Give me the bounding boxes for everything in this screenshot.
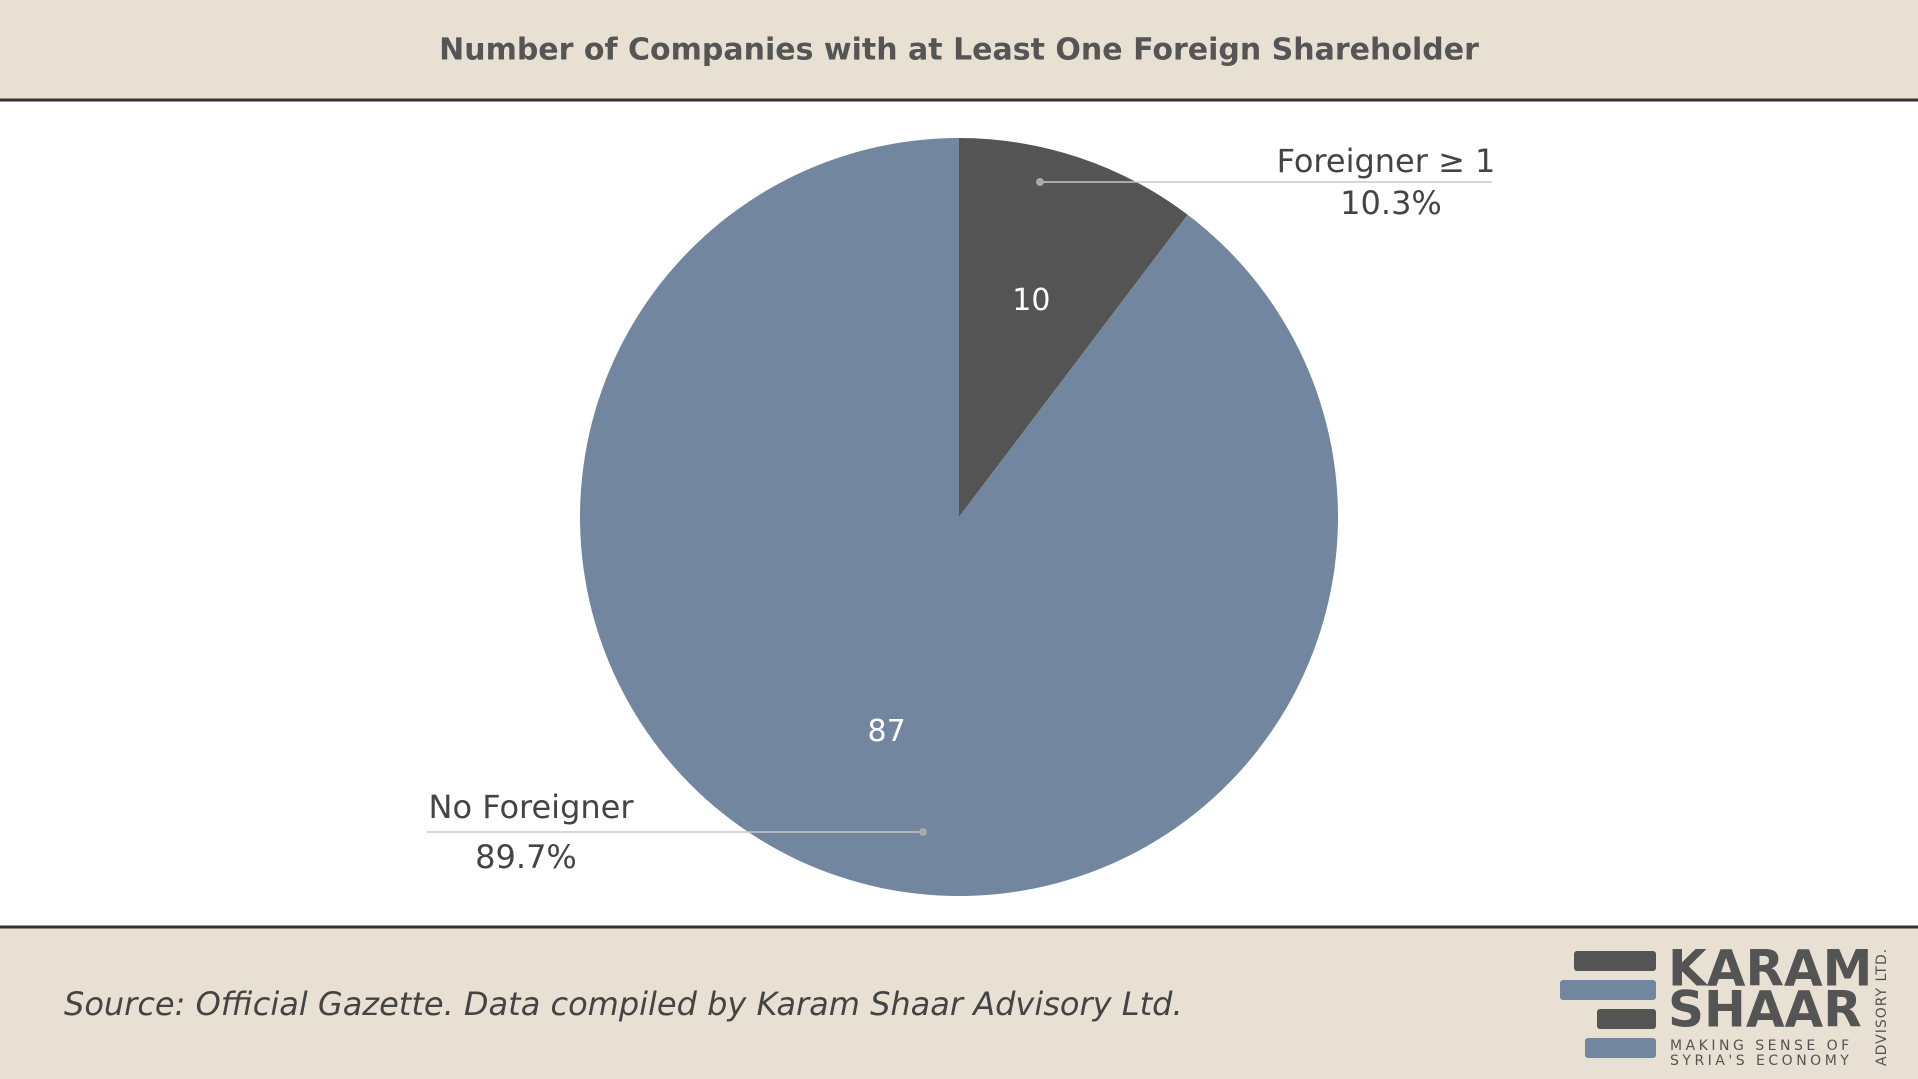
logo-bar [1560,980,1656,1000]
leader-dot [919,828,927,836]
logo-tagline: SYRIA'S ECONOMY [1670,1053,1852,1069]
percent-label: 89.7% [475,838,577,876]
source-note: Source: Official Gazette. Data compiled … [64,985,1183,1023]
logo-text: KARAM [1668,940,1872,998]
data-label: 87 [868,714,906,749]
logo-bar [1585,1038,1656,1058]
category-label: No Foreigner [429,788,635,826]
logo-bar [1574,951,1656,971]
percent-label: 10.3% [1340,184,1442,222]
logo-text: SHAAR [1668,981,1862,1039]
logo-tagline: MAKING SENSE OF [1670,1038,1853,1054]
logo: KARAM SHAAR MAKING SENSE OF SYRIA'S ECON… [1560,940,1890,1069]
header-band [0,0,1918,100]
pie-slice [959,138,1188,517]
category-label: Foreigner ≥ 1 [1277,142,1496,180]
chart-title: Number of Companies with at Least One Fo… [439,33,1479,68]
logo-bar [1597,1009,1656,1029]
leader-dot [1036,178,1044,186]
pie-slice [580,138,1338,896]
data-label: 10 [1012,283,1050,318]
logo-side: ADVISORY LTD. [1874,948,1890,1066]
